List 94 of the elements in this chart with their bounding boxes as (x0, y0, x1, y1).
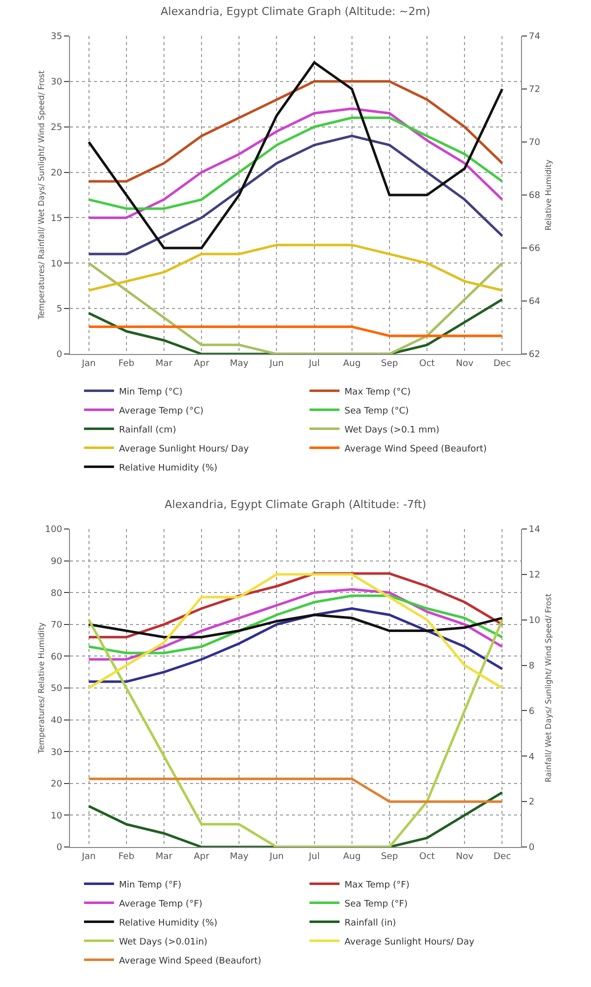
x-tick-label: Feb (118, 358, 135, 369)
y-tick-label: 5 (56, 304, 62, 315)
x-tick-label: Aug (343, 852, 361, 862)
x-tick-label: May (230, 358, 250, 369)
y-tick-label: 40 (50, 716, 62, 726)
y-tick-label: 25 (50, 123, 62, 134)
x-tick-label: Aug (343, 358, 361, 369)
legend-label: Sea Temp (°F) (344, 899, 408, 910)
x-tick-label: Jan (80, 852, 96, 862)
legend-label: Average Sunlight Hours/ Day (344, 937, 475, 948)
line-series (88, 134, 504, 256)
y-tick-label: 90 (50, 556, 62, 567)
x-tick-label: Nov (456, 358, 474, 369)
line-series (88, 618, 504, 847)
line-series (88, 607, 504, 683)
y-tick-label: 60 (50, 652, 62, 662)
legend-label: Min Temp (°C) (119, 387, 183, 398)
x-tick-label: Feb (118, 852, 135, 862)
x-tick-label: Nov (456, 852, 474, 862)
legend-label: Wet Days (>0.01in) (119, 937, 208, 948)
y2-tick-label: 64 (528, 297, 541, 308)
x-tick-label: Jun (268, 358, 284, 369)
x-tick-label: Sep (380, 852, 398, 862)
legend-label: Max Temp (°F) (344, 880, 410, 890)
line-series (88, 244, 504, 292)
y-axis-title: Temperatures/ Rainfall/ Wet Days/ Sunlight/ Wind Speed/ Frost (37, 70, 46, 320)
x-tick-label: Oct (419, 852, 436, 862)
x-tick-label: Oct (419, 358, 436, 369)
legend-label: Relative Humidity (%) (119, 918, 218, 928)
line-series (88, 80, 504, 183)
legend-label: Relative Humidity (%) (119, 463, 218, 474)
y2-tick-label: 74 (528, 32, 541, 42)
y-axis-title: Temperatures/ Relative Humidity (37, 622, 46, 755)
x-tick-label: Mar (155, 852, 173, 862)
x-tick-label: Dec (494, 852, 511, 862)
y2-tick-label: 62 (528, 350, 540, 360)
y2-tick-label: 2 (528, 798, 535, 808)
x-tick-label: Apr (194, 358, 210, 369)
legend-label: Average Sunlight Hours/ Day (119, 444, 250, 454)
x-tick-label: Jan (80, 358, 96, 369)
line-series (88, 594, 504, 654)
line-series (88, 262, 504, 354)
legend-label: Sea Temp (°C) (344, 406, 409, 416)
x-tick-label: Jun (268, 852, 284, 862)
y2-tick-label: 66 (528, 244, 541, 254)
line-series (88, 614, 504, 638)
legend-label: Max Temp (°C) (344, 387, 411, 398)
chart-title: Alexandria, Egypt Climate Graph (Altitude: -7ft) (164, 498, 426, 512)
y2-tick-label: 4 (528, 752, 535, 762)
y-tick-label: 80 (50, 588, 62, 599)
x-tick-label: Sep (380, 358, 398, 369)
legend-label: Wet Days (>0.1 mm) (344, 425, 440, 436)
x-tick-label: Apr (194, 852, 210, 862)
y-tick-label: 10 (50, 811, 62, 822)
y-tick-label: 0 (56, 350, 62, 360)
legend-label: Average Wind Speed (Beaufort) (119, 956, 262, 966)
x-tick-label: Dec (494, 358, 511, 369)
chart-title: Alexandria, Egypt Climate Graph (Altitude: ~2m) (160, 5, 430, 18)
y2-tick-label: 10 (528, 616, 541, 626)
y-tick-label: 15 (50, 214, 62, 224)
y2-tick-label: 72 (528, 85, 540, 96)
line-series (88, 107, 504, 219)
legend-label: Average Temp (°C) (119, 406, 204, 416)
legend-label: Min Temp (°F) (119, 880, 182, 890)
y-tick-label: 70 (50, 620, 62, 631)
legend-label: Average Temp (°F) (119, 899, 202, 910)
y-tick-label: 50 (50, 684, 62, 694)
y-tick-label: 100 (45, 525, 62, 536)
y2-tick-label: 0 (528, 843, 535, 854)
legend-label: Rainfall (in) (344, 918, 396, 928)
y2-tick-label: 6 (528, 706, 535, 717)
y-tick-label: 35 (50, 32, 62, 42)
legend-label: Average Wind Speed (Beaufort) (344, 444, 487, 454)
y2-tick-label: 8 (528, 661, 535, 672)
legend-label: Rainfall (cm) (119, 425, 176, 436)
y2-axis-title: Relative Humidity (544, 159, 553, 231)
y2-tick-label: 68 (528, 191, 541, 202)
y-tick-label: 20 (50, 168, 62, 178)
line-series (88, 573, 504, 690)
line-series (88, 61, 504, 250)
y-tick-label: 30 (50, 78, 62, 88)
y-tick-label: 20 (50, 780, 62, 790)
y2-tick-label: 70 (528, 138, 541, 148)
x-tick-label: Mar (155, 358, 173, 369)
y-tick-label: 30 (50, 748, 62, 758)
y2-axis-title: Rainfall/ Wet Days/ Sunlight/ Wind Speed/ Frost (544, 594, 553, 782)
y2-tick-label: 14 (528, 525, 541, 536)
y-tick-label: 10 (50, 259, 62, 270)
x-tick-label: May (230, 852, 250, 862)
x-tick-label: Jul (308, 852, 320, 862)
y2-tick-label: 12 (528, 570, 540, 581)
y-tick-label: 0 (56, 843, 62, 854)
x-tick-label: Jul (308, 358, 320, 369)
line-series (88, 116, 504, 210)
